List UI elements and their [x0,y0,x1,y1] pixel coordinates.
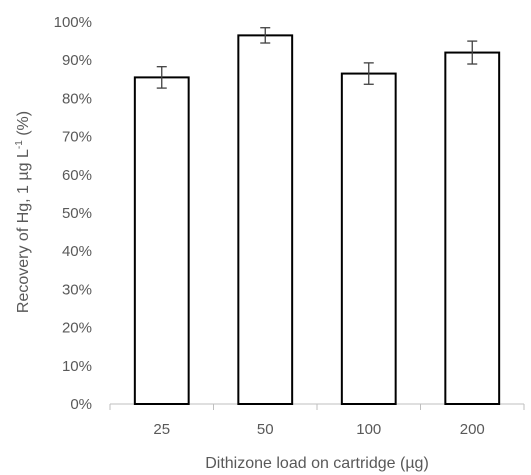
x-tick-label: 200 [460,421,485,438]
y-tick-label: 30% [62,281,92,298]
error-bar [156,66,167,89]
x-tick-label: 25 [153,421,170,438]
error-bar [260,27,271,44]
y-tick-label: 60% [62,167,92,184]
bar [340,72,397,405]
x-tick-label: 50 [257,421,274,438]
bar [237,34,294,406]
error-bar [467,40,478,65]
x-axis-ticks [109,404,525,410]
bar [133,76,190,405]
error-bar [363,62,374,85]
y-axis-ticks: 0% 10% 20% 30% 40% 50% 60% 70% 80% 90% 100% [54,14,92,413]
y-tick-label: 40% [62,243,92,260]
y-tick-label: 70% [62,129,92,146]
y-axis-title-tail: (%) [15,111,32,140]
x-axis-tick-labels: 25 50 100 200 [153,421,484,438]
x-axis-title: Dithizone load on cartridge (µg) [205,455,429,472]
y-tick-label: 0% [70,396,92,413]
x-tick-label: 100 [356,421,381,438]
y-axis-title-superscript: -1 [14,140,25,149]
y-tick-label: 10% [62,358,92,375]
y-tick-label: 100% [54,14,92,31]
y-tick-label: 20% [62,320,92,337]
bar [444,51,501,406]
error-bars [156,27,478,89]
bars [133,34,501,406]
y-axis-title-main: Recovery of Hg, 1 µg L [15,149,32,313]
y-axis-title: Recovery of Hg, 1 µg L-1 (%) [14,111,32,313]
y-tick-label: 80% [62,90,92,107]
y-tick-label: 90% [62,52,92,69]
y-tick-label: 50% [62,205,92,222]
